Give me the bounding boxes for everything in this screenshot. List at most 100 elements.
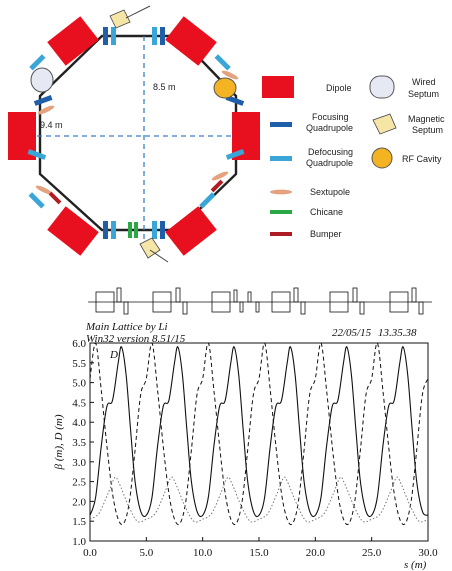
legend-sextupole-label: Sextupole xyxy=(310,187,350,197)
plot-date: 22/05/15 xyxy=(332,327,372,339)
y-tick-label: 3.5 xyxy=(72,437,86,449)
extraction-line xyxy=(149,249,169,263)
lattice-quad xyxy=(359,301,365,315)
dipole-bottom-right xyxy=(165,206,217,256)
plot-title: Main Lattice by Li xyxy=(85,321,168,333)
legend-sextupole-swatch xyxy=(270,189,292,195)
defocusing-quadrupole xyxy=(111,27,116,45)
legend-bumper-swatch xyxy=(270,232,292,236)
ring-diagram: 9.4 m 8.5 m xyxy=(8,5,260,263)
bumper xyxy=(48,191,62,205)
sextupole xyxy=(35,185,53,195)
defocusing-quadrupole xyxy=(27,149,47,160)
focusing-quadrupole xyxy=(160,27,165,45)
lattice-dipole xyxy=(152,291,172,313)
lattice-quad xyxy=(411,287,417,303)
x-tick-label: 0.0 xyxy=(83,547,97,559)
lattice-quad xyxy=(175,287,181,303)
curve-label-d: D xyxy=(109,349,118,361)
lattice-quad xyxy=(418,301,424,315)
sextupole xyxy=(211,171,229,181)
lattice-quad xyxy=(247,291,252,303)
bumper xyxy=(210,179,224,193)
lattice-quad xyxy=(293,287,299,303)
y-axis-label: β (m), D (m) xyxy=(53,414,65,470)
lattice-quad xyxy=(123,301,129,315)
dipole-bottom-left xyxy=(47,206,99,256)
legend-chicane-label: Chicane xyxy=(310,207,343,217)
x-tick-label: 30.0 xyxy=(418,547,438,559)
legend-defocusing-swatch xyxy=(270,156,292,161)
legend-focusing-label-1: Focusing xyxy=(312,112,349,122)
defocusing-quadrupole xyxy=(28,192,45,209)
y-tick-label: 3.0 xyxy=(72,457,86,469)
lattice-dipole xyxy=(271,291,291,313)
lattice-strip xyxy=(88,287,432,315)
legend-wired-septum-label-1: Wired xyxy=(412,77,436,87)
dipole-top-right xyxy=(165,16,217,66)
y-tick-label: 4.0 xyxy=(72,417,86,429)
vertical-dimension-label: 8.5 m xyxy=(153,82,176,92)
beta-y-curve xyxy=(89,342,429,526)
defocusing-quadrupole xyxy=(152,221,157,239)
x-axis: 0.0 5.0 10.0 15.0 20.0 25.0 30.0 xyxy=(83,537,438,559)
chicane xyxy=(134,222,138,238)
focusing-quadrupole xyxy=(103,221,108,239)
plot-time: 13.35.38 xyxy=(378,327,417,339)
legend-rf-cavity-label: RF Cavity xyxy=(402,154,442,164)
legend-defocusing-label-2: Quadrupole xyxy=(306,158,353,168)
focusing-quadrupole xyxy=(225,95,245,106)
legend-magnetic-septum-swatch xyxy=(372,113,397,135)
legend-wired-septum-swatch xyxy=(369,75,395,99)
x-axis-label: s (m) xyxy=(404,559,427,571)
lattice-dipole xyxy=(389,291,409,313)
defocusing-quadrupole xyxy=(199,192,216,209)
legend-dipole-label: Dipole xyxy=(326,83,352,93)
y-tick-label: 2.5 xyxy=(72,477,86,489)
defocusing-quadrupole xyxy=(225,149,245,160)
legend-chicane-swatch xyxy=(270,210,292,214)
lattice-quad xyxy=(255,301,260,313)
legend-focusing-label-2: Quadrupole xyxy=(306,123,353,133)
lattice-quad xyxy=(352,287,358,303)
y-tick-label: 5.5 xyxy=(72,358,86,370)
defocusing-quadrupole xyxy=(152,27,157,45)
legend: Dipole Wired Septum Focusing Quadrupole … xyxy=(262,75,445,239)
dipole-top-left xyxy=(47,16,99,66)
y-tick-label: 5.0 xyxy=(72,378,86,390)
lattice-quad xyxy=(239,301,244,313)
lattice-dipole xyxy=(211,291,231,313)
optics-plot: Main Lattice by Li Win32 version 8.51/15… xyxy=(53,321,438,571)
y-tick-label: 4.5 xyxy=(72,397,86,409)
wired-septum xyxy=(30,67,54,93)
horizontal-dimension-label: 9.4 m xyxy=(40,120,63,130)
lattice-dipole xyxy=(95,291,115,313)
y-tick-label: 1.5 xyxy=(72,516,86,528)
sextupole xyxy=(221,70,239,80)
legend-wired-septum-label-2: Septum xyxy=(408,89,439,99)
beta-x-curve xyxy=(89,346,429,518)
lattice-quad xyxy=(182,301,188,315)
legend-magnetic-septum-label-2: Septum xyxy=(412,125,443,135)
lattice-quad xyxy=(300,301,306,315)
y-tick-label: 1.0 xyxy=(72,536,86,548)
rf-cavity xyxy=(213,77,237,99)
y-tick-label: 2.0 xyxy=(72,496,86,508)
lattice-dipole xyxy=(329,291,349,313)
defocusing-quadrupole xyxy=(29,54,46,71)
injection-line xyxy=(125,5,151,19)
plot-subtitle: Win32 version 8.51/15 xyxy=(86,333,186,345)
defocusing-quadrupole xyxy=(214,54,231,71)
legend-dipole-swatch xyxy=(262,76,294,98)
x-tick-label: 15.0 xyxy=(249,547,269,559)
legend-bumper-label: Bumper xyxy=(310,229,342,239)
y-tick-label: 6.0 xyxy=(72,338,86,350)
lattice-quad xyxy=(233,289,238,303)
focusing-quadrupole xyxy=(160,221,165,239)
legend-rf-cavity-swatch xyxy=(371,147,393,169)
focusing-quadrupole xyxy=(103,27,108,45)
defocusing-quadrupole xyxy=(111,221,116,239)
chicane xyxy=(128,222,132,238)
x-tick-label: 5.0 xyxy=(139,547,153,559)
